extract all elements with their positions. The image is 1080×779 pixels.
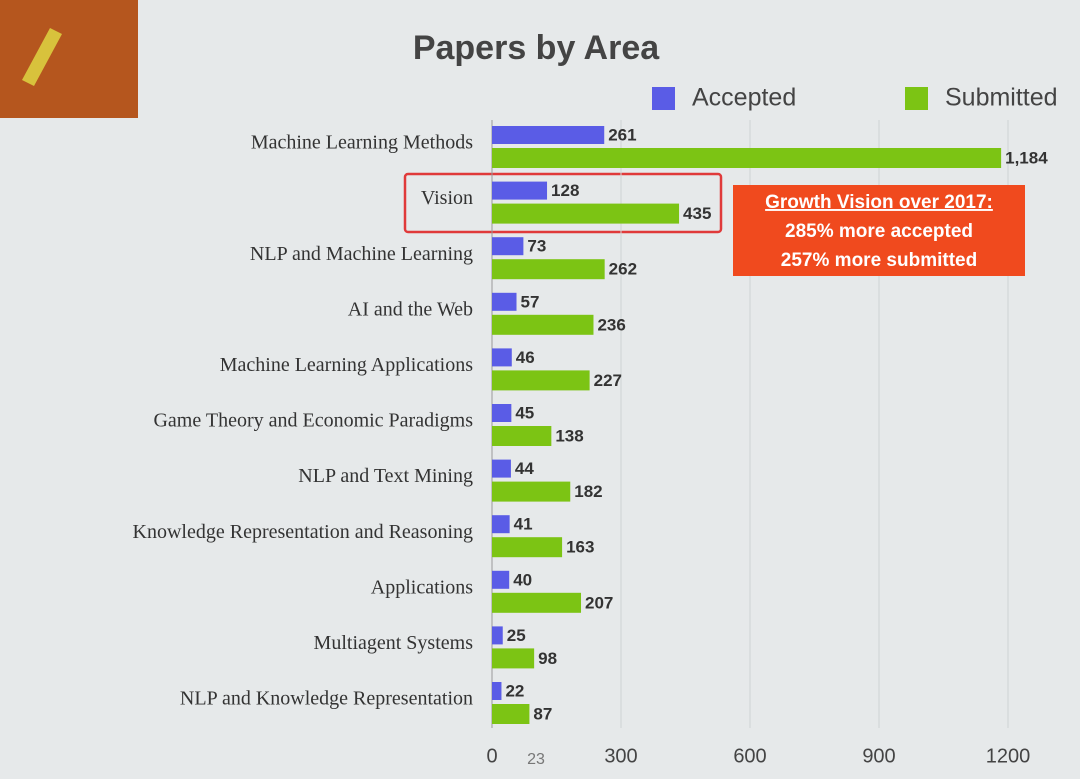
bar [492,459,511,478]
bar [492,481,571,502]
value-label: 1,184 [1005,148,1048,167]
x-tick-label: 0 [486,745,497,767]
y-tick-label: Vision [421,187,473,209]
value-label: 22 [505,681,524,700]
value-label: 236 [597,315,625,334]
bar [492,237,524,256]
value-label: 163 [566,538,594,557]
y-tick-label: Knowledge Representation and Reasoning [133,521,473,543]
annotation-text: 285% more accepted [785,221,973,242]
bar [492,148,1002,168]
y-tick-label: NLP and Knowledge Representation [180,688,473,710]
value-label: 25 [507,626,526,645]
y-tick-label: Machine Learning Methods [251,132,473,154]
bar [492,314,594,335]
slide-logo-mark [22,28,62,86]
value-label: 40 [513,570,532,589]
chart-title: Papers by Area [413,29,660,67]
value-label: 45 [515,403,534,422]
value-label: 87 [533,704,552,723]
bar [492,648,535,669]
legend-swatch [905,87,928,110]
bar [492,181,548,200]
bar [492,704,530,724]
y-tick-label: Multiagent Systems [314,632,474,654]
legend-label: Submitted [945,84,1058,112]
value-label: 261 [608,125,636,144]
highlight-box [403,172,723,234]
value-label: 138 [555,426,583,445]
bar [492,426,552,446]
x-tick-label: 1200 [986,745,1031,767]
bar [492,682,502,700]
legend-label: Accepted [692,84,796,112]
bar [492,570,510,589]
value-label: 207 [585,593,613,612]
bar [492,404,512,422]
legend-swatch [652,87,675,110]
value-label: 73 [527,237,546,256]
y-tick-label: Applications [371,576,473,598]
annotation-text: Growth Vision over 2017: [765,192,993,213]
value-label: 41 [514,515,533,534]
bar [492,292,517,311]
x-tick-label: 600 [733,745,766,767]
x-tick-label: 300 [604,745,637,767]
bar [492,592,582,613]
y-tick-label: AI and the Web [348,298,473,320]
value-label: 44 [515,459,534,478]
bar [492,370,590,391]
bar [492,203,680,224]
x-tick-label: 900 [862,745,895,767]
y-tick-label: NLP and Text Mining [298,465,473,487]
value-label: 182 [574,482,602,501]
slide-logo [0,0,138,118]
value-label: 57 [521,292,540,311]
bar [492,537,563,558]
value-label: 128 [551,181,579,200]
value-label: 262 [609,260,637,279]
bar [492,348,512,367]
bar [492,259,605,280]
bar [492,626,503,645]
value-label: 98 [538,649,557,668]
bar [492,126,605,144]
y-tick-label: NLP and Machine Learning [250,243,473,265]
bar [492,515,510,534]
value-label: 227 [594,371,622,390]
annotation-text: 257% more submitted [781,250,977,271]
value-label: 46 [516,348,535,367]
value-label: 435 [683,204,711,223]
annotation-box [733,185,1025,276]
slide-number: 23 [527,751,545,768]
y-tick-label: Machine Learning Applications [220,354,473,376]
y-tick-label: Game Theory and Economic Paradigms [153,410,473,432]
